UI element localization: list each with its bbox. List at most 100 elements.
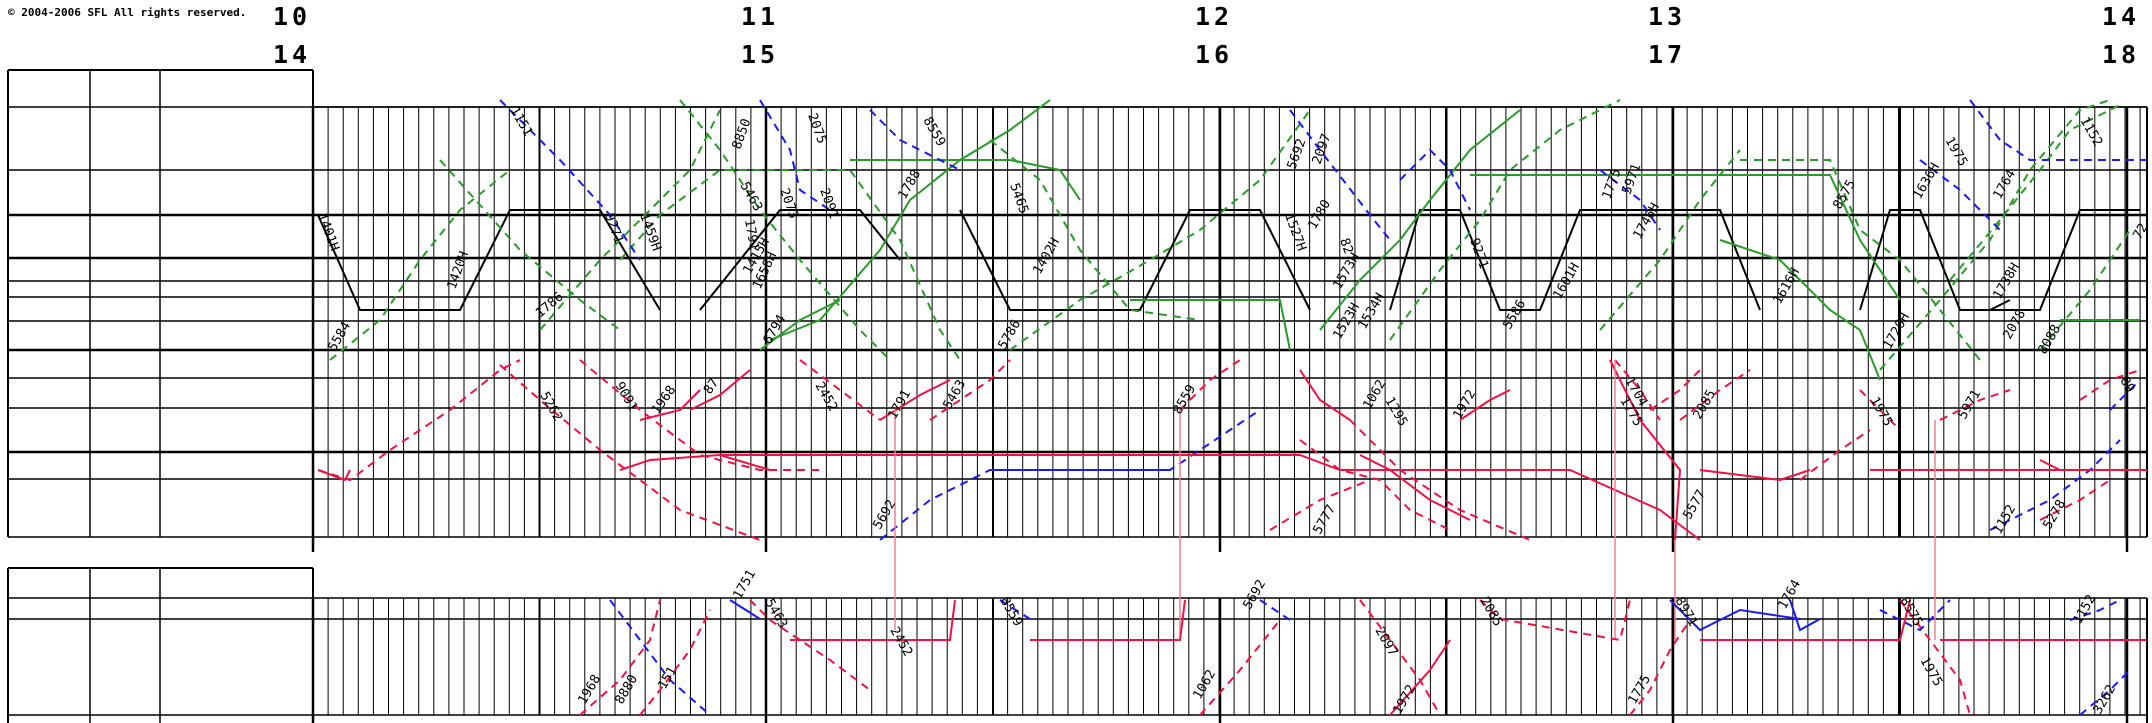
train-number-label: 1764 xyxy=(1990,167,2019,202)
train-number-label: 5463 xyxy=(737,180,766,215)
train-number-label: 8088 xyxy=(2035,322,2064,357)
red-train-line xyxy=(317,469,351,482)
train-number-label: 1402H xyxy=(1030,236,1063,277)
train-number-label: 5577 xyxy=(1680,487,1709,522)
lower-train-line xyxy=(1700,599,1911,641)
black-train-line xyxy=(1859,209,2140,311)
green-train-line xyxy=(679,99,891,361)
train-number-label: 8575 xyxy=(1830,177,1859,212)
red-train-line xyxy=(2079,369,2141,401)
train-number-label: 1616H xyxy=(1770,266,1803,307)
train-number-label: 1151 xyxy=(507,105,536,140)
train-number-label: 1791 xyxy=(741,218,761,251)
red-train-line xyxy=(879,379,951,421)
train-number-label: 72 xyxy=(2130,221,2151,242)
black-train-line xyxy=(699,209,901,311)
green-train-line xyxy=(850,159,1081,201)
red-train-line xyxy=(1179,359,1241,411)
train-number-label: 5586 xyxy=(1500,297,1529,332)
lower-train-line xyxy=(1879,599,1951,632)
red-train-line xyxy=(720,454,1701,541)
copyright-notice: © 2004-2006 SFL All rights reserved. xyxy=(8,6,247,19)
black-train-line xyxy=(959,209,1311,311)
blue-train-line xyxy=(1289,109,1391,241)
train-number-label: 5971 xyxy=(1955,387,1984,422)
red-train-line xyxy=(1859,389,1901,431)
lower-train-line xyxy=(1479,599,1631,642)
train-number-label: 2452 xyxy=(887,625,916,660)
red-train-line xyxy=(689,369,751,411)
train-number-label: 2452 xyxy=(812,380,841,415)
hour-label: 11 xyxy=(741,2,780,31)
red-train-line xyxy=(619,453,771,471)
hour-label: 12 xyxy=(1195,2,1234,31)
train-number-label: 9271 xyxy=(601,211,626,246)
train-number-label: 1062 xyxy=(1190,667,1219,702)
train-number-label: 5971 xyxy=(1620,162,1645,197)
hour-label: 14 xyxy=(2102,2,2141,31)
train-number-label: 1401H xyxy=(314,211,341,253)
train-number-label: 1152 xyxy=(2077,115,2106,150)
train-number-label: 1975 xyxy=(1942,135,1971,170)
lower-train-line xyxy=(1629,619,1691,716)
blue-train-line xyxy=(879,409,1261,541)
train-number-label: 1636H xyxy=(1910,161,1943,202)
lower-train-line xyxy=(1789,599,1821,632)
train-number-label: 5777 xyxy=(1310,502,1339,537)
red-train-line xyxy=(1614,359,1661,421)
train-number-label: 2085 xyxy=(1477,595,1506,630)
blue-train-line xyxy=(759,99,831,211)
green-train-line xyxy=(539,109,721,331)
red-train-line xyxy=(1799,429,1871,481)
black-train-line xyxy=(317,209,661,311)
green-train-line xyxy=(329,169,511,361)
train-number-label: 2085 xyxy=(1690,387,1719,422)
train-number-label: 1152 xyxy=(1990,502,2019,537)
train-number-label: 8880 xyxy=(612,672,641,707)
green-train-line xyxy=(1389,99,1621,341)
train-number-label: 82 xyxy=(1336,236,1355,256)
train-number-label: 9091 xyxy=(612,380,641,415)
hour-label: 10 xyxy=(273,2,312,31)
blue-train-line xyxy=(1399,148,1471,211)
train-number-label: 2075 xyxy=(804,111,829,146)
train-number-label: 1751 xyxy=(730,567,759,602)
train-number-label: 5262 xyxy=(537,390,566,425)
train-number-label: 2097 xyxy=(1372,625,1401,660)
blue-train-line xyxy=(2109,379,2141,411)
hour-label: 17 xyxy=(1648,40,1687,69)
train-number-label: 9271 xyxy=(1466,236,1491,271)
red-train-line xyxy=(1349,419,1531,541)
red-train-line xyxy=(639,389,701,421)
green-train-line xyxy=(989,139,1201,321)
red-train-line xyxy=(1299,439,1451,531)
blue-train-line xyxy=(1599,169,1661,231)
red-train-line xyxy=(1359,454,1471,521)
hour-label: 16 xyxy=(1195,40,1234,69)
lower-train-line xyxy=(749,599,871,691)
lower-train-line xyxy=(1199,619,1281,716)
train-number-label: 1791 xyxy=(885,387,914,422)
train-number-label: 1975 xyxy=(1917,655,1946,690)
red-train-line xyxy=(799,359,881,421)
train-number-label: 5692 xyxy=(1240,577,1269,612)
red-train-line xyxy=(317,359,521,482)
lower-train-line xyxy=(639,609,711,716)
green-train-line xyxy=(1949,104,2121,281)
lower-train-line xyxy=(2079,669,2131,716)
train-number-label: 5786 xyxy=(995,317,1024,352)
green-train-line xyxy=(2039,229,2131,351)
train-number-label: 1746H xyxy=(1630,201,1663,242)
train-number-label: 8559 xyxy=(997,595,1026,630)
lower-train-line xyxy=(999,599,1031,620)
green-train-line xyxy=(1599,149,1741,331)
train-number-label: 1788 xyxy=(895,167,924,202)
lower-train-line xyxy=(1259,599,1291,621)
black-train-line xyxy=(1389,209,1761,311)
green-train-line xyxy=(619,169,961,361)
hour-label: 14 xyxy=(273,40,312,69)
lower-train-line xyxy=(790,599,956,641)
lower-train-line xyxy=(2069,599,2121,621)
green-train-line xyxy=(1130,299,1291,351)
